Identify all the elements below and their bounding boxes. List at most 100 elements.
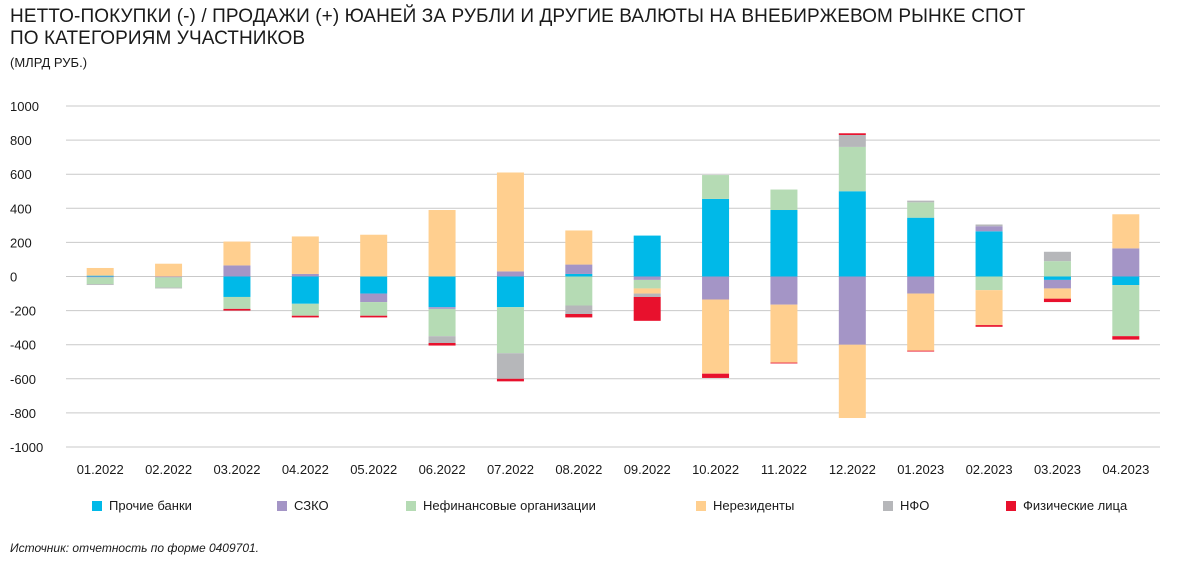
bar-segment-5-5 xyxy=(428,342,456,346)
bar-segment-5-6 xyxy=(496,378,524,382)
x-tick-label: 08.2022 xyxy=(555,462,602,477)
x-tick-label: 02.2022 xyxy=(145,462,192,477)
x-tick-label: 03.2023 xyxy=(1034,462,1081,477)
bar-segment-1-7 xyxy=(565,264,593,274)
bar-segment-3-8 xyxy=(633,288,661,294)
x-tick-label: 09.2022 xyxy=(624,462,671,477)
legend-item-5: Физические лица xyxy=(1006,498,1127,513)
bar-segment-1-0 xyxy=(86,276,114,278)
legend-swatch xyxy=(883,500,893,511)
chart-title-line-1: НЕТТО-ПОКУПКИ (-) / ПРОДАЖИ (+) ЮАНЕЙ ЗА… xyxy=(10,6,1026,27)
legend-item-2: Нефинансовые организации xyxy=(406,498,596,513)
legend-swatch xyxy=(92,500,102,511)
bar-segment-0-4 xyxy=(360,276,388,294)
bar-segment-3-2 xyxy=(223,241,251,266)
bar-segment-2-15 xyxy=(1112,285,1140,337)
bar-segment-1-5 xyxy=(428,307,456,309)
bar-segment-3-11 xyxy=(838,344,866,419)
y-tick-label: 800 xyxy=(10,133,32,148)
bar-segment-2-4 xyxy=(360,302,388,316)
bar-segment-2-0 xyxy=(86,277,114,285)
y-tick-label: 200 xyxy=(10,235,32,250)
bar-segment-1-4 xyxy=(360,293,388,303)
bar-segment-5-11 xyxy=(838,133,866,135)
legend-label: Физические лица xyxy=(1023,498,1128,513)
bar-segment-3-3 xyxy=(291,236,319,274)
legend-swatch xyxy=(406,500,416,511)
y-tick-label: 400 xyxy=(10,201,32,216)
x-tick-label: 07.2022 xyxy=(487,462,534,477)
legend-label: СЗКО xyxy=(294,498,329,513)
bar-segment-1-14 xyxy=(1043,279,1071,289)
bar-segment-1-11 xyxy=(838,276,866,345)
bar-segment-0-14 xyxy=(1043,276,1071,280)
bar-segment-3-1 xyxy=(155,263,183,277)
bar-segment-5-13 xyxy=(975,325,1003,327)
bar-segment-5-4 xyxy=(360,315,388,318)
y-tick-label: -400 xyxy=(10,338,36,353)
bar-segment-4-7 xyxy=(565,305,593,315)
bar-segment-5-15 xyxy=(1112,336,1140,340)
bar-segment-2-8 xyxy=(633,279,661,289)
stacked-bar-chart: 1000 800 600 400 200 0 -200 -400 -600 -800 -1000 0… xyxy=(10,99,1160,477)
x-tick-label: 02.2023 xyxy=(966,462,1013,477)
x-tick-label: 05.2022 xyxy=(350,462,397,477)
bar-segment-4-11 xyxy=(838,134,866,147)
bar-segment-2-13 xyxy=(975,276,1003,291)
x-tick-label: 03.2022 xyxy=(213,462,260,477)
bar-segment-2-3 xyxy=(291,303,319,316)
bar-segment-2-6 xyxy=(496,307,524,354)
y-tick-label: -600 xyxy=(10,372,36,387)
bar-segment-2-5 xyxy=(428,308,456,337)
bar-segment-5-10 xyxy=(770,362,798,364)
bar-segment-4-5 xyxy=(428,336,456,343)
bar-segment-0-10 xyxy=(770,210,798,277)
legend-label: НФО xyxy=(900,498,930,513)
bar-segment-3-4 xyxy=(360,234,388,277)
bar-segment-2-12 xyxy=(907,202,935,218)
bar-segment-3-15 xyxy=(1112,214,1140,249)
bar-segment-1-13 xyxy=(975,226,1003,232)
chart-title: НЕТТО-ПОКУПКИ (-) / ПРОДАЖИ (+) ЮАНЕЙ ЗА… xyxy=(10,6,1160,50)
bar-segment-0-3 xyxy=(291,276,319,304)
bar-segment-2-2 xyxy=(223,296,251,309)
bar-segment-0-7 xyxy=(565,273,593,277)
bar-segment-0-5 xyxy=(428,276,456,308)
bar-segment-4-1 xyxy=(155,287,183,289)
bar-segment-4-13 xyxy=(975,224,1003,227)
bar-segment-5-12 xyxy=(907,350,935,352)
legend-label: Нефинансовые организации xyxy=(423,498,596,513)
x-tick-label: 01.2023 xyxy=(897,462,944,477)
y-tick-label: -1000 xyxy=(10,440,43,455)
bars xyxy=(86,133,1140,419)
source-note: Источник: отчетность по форме 0409701. xyxy=(10,541,260,555)
y-tick-label: -800 xyxy=(10,406,36,421)
legend-label: Нерезиденты xyxy=(713,498,795,513)
bar-segment-3-5 xyxy=(428,210,456,277)
x-tick-label: 10.2022 xyxy=(692,462,739,477)
y-tick-label: 600 xyxy=(10,167,32,182)
bar-segment-3-0 xyxy=(86,267,114,276)
bar-segment-4-14 xyxy=(1043,251,1071,262)
bar-segment-4-8 xyxy=(633,293,661,297)
x-tick-label: 12.2022 xyxy=(829,462,876,477)
bar-segment-4-6 xyxy=(496,353,524,379)
legend-item-4: НФО xyxy=(883,498,929,513)
bar-segment-2-11 xyxy=(838,146,866,192)
bar-segment-5-2 xyxy=(223,308,251,311)
bar-segment-1-2 xyxy=(223,265,251,277)
bar-segment-4-12 xyxy=(907,200,935,203)
bar-segment-3-14 xyxy=(1043,288,1071,299)
chart-title-line-2: ПО КАТЕГОРИЯМ УЧАСТНИКОВ xyxy=(10,28,306,49)
bar-segment-3-9 xyxy=(702,299,730,374)
bar-segment-0-9 xyxy=(702,198,730,277)
x-axis-tick-labels: 01.2022 02.2022 03.2022 04.2022 05.2022 06.20… xyxy=(77,462,1150,477)
bar-segment-0-12 xyxy=(907,217,935,277)
bar-segment-3-12 xyxy=(907,293,935,351)
legend-swatch xyxy=(277,500,287,511)
x-tick-label: 04.2022 xyxy=(282,462,329,477)
bar-segment-1-8 xyxy=(633,276,661,280)
x-tick-label: 06.2022 xyxy=(419,462,466,477)
bar-segment-5-9 xyxy=(702,373,730,378)
legend-item-1: СЗКО xyxy=(277,498,329,513)
